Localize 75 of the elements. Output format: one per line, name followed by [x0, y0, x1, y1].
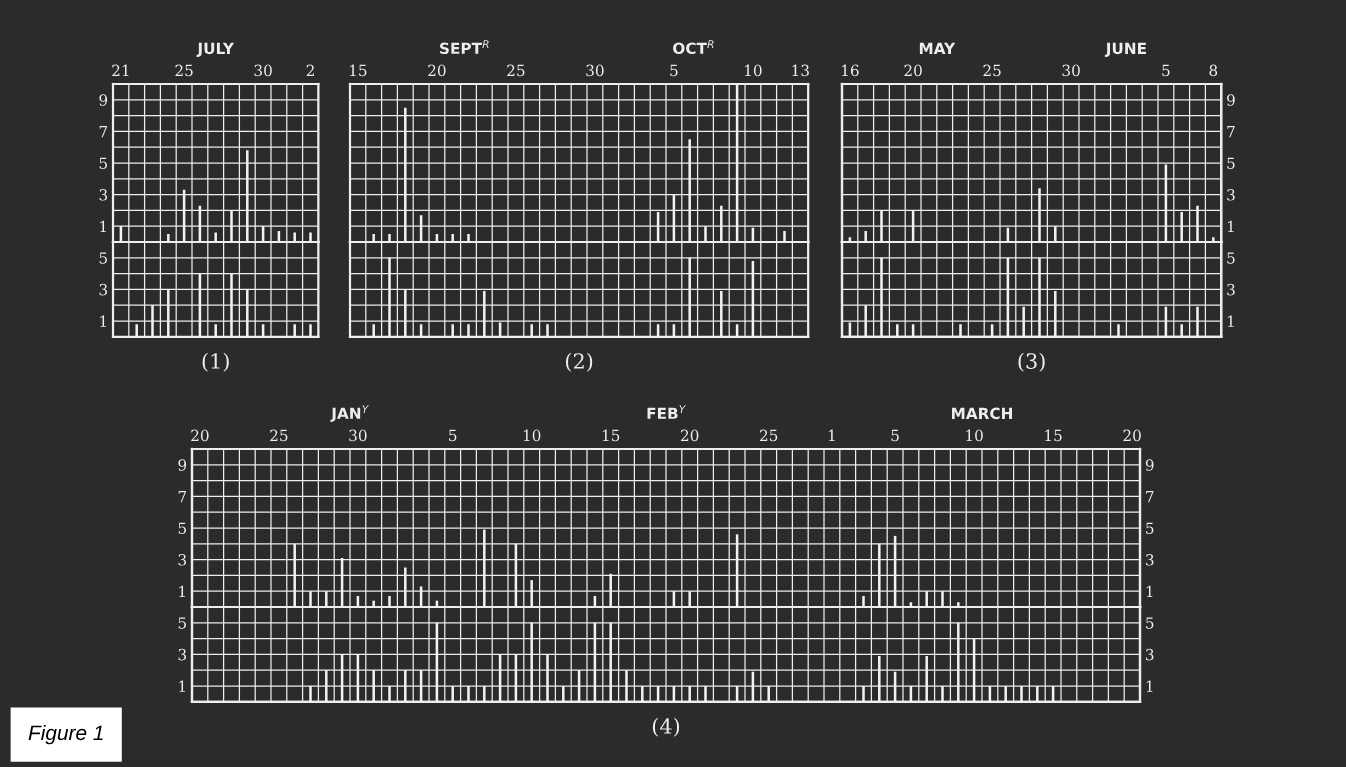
y-tick-label: 7 — [178, 491, 187, 503]
y-tick-label: 1 — [179, 680, 185, 692]
x-axis-title: (2) — [565, 352, 593, 372]
x-tick-label: 25 — [175, 64, 193, 77]
x-tick-label: 15 — [1045, 429, 1062, 442]
x-tick-label: 30 — [254, 64, 272, 77]
x-tick-label: 5 — [449, 429, 457, 442]
x-tick-label: 15 — [350, 64, 367, 77]
x-tick-label: 25 — [507, 64, 525, 77]
x-tick-label: 13 — [792, 64, 809, 77]
caption: Figure 1 — [28, 724, 103, 745]
y-tick-label: 3 — [99, 189, 107, 201]
y2-tick-label: 9 — [1227, 94, 1235, 106]
x-tick-label: 30 — [349, 429, 367, 442]
x-tick-label: 16 — [842, 64, 859, 77]
x-tick-label: 20 — [428, 64, 446, 77]
y2-tick-label: 5 — [1146, 522, 1154, 535]
text: JUNE — [1104, 42, 1146, 58]
y2-tick-label: 7 — [1227, 126, 1235, 138]
y-tick-label: 3 — [178, 648, 187, 661]
y2-tick-label: 7 — [1146, 491, 1154, 503]
x-axis-title: (3) — [1018, 352, 1045, 372]
x-tick-label: 10 — [966, 429, 983, 442]
x-tick-label: 1 — [828, 429, 835, 441]
x-tick-label: 30 — [1062, 64, 1080, 77]
text: FEB$^{Y}$ — [647, 405, 687, 419]
x-tick-label: 10 — [523, 429, 541, 442]
text: MARCH — [952, 407, 1012, 420]
y-tick-label: 5 — [99, 157, 107, 170]
x-tick-label: 20 — [191, 429, 209, 442]
y-tick-label: 7 — [99, 126, 108, 138]
x-tick-label: 10 — [745, 64, 762, 77]
text: MAY — [919, 42, 956, 54]
y2-tick-label: 1 — [1146, 585, 1153, 597]
x-tick-label: 20 — [904, 64, 922, 77]
x-tick-label: 25 — [760, 429, 778, 442]
y-tick-label: 1 — [100, 220, 106, 232]
y2-tick-label: 3 — [1146, 648, 1154, 661]
x-axis-title: (1) — [202, 352, 229, 372]
y-tick-label: 5 — [178, 522, 186, 535]
text: JAN$^{Y}$ — [330, 405, 369, 422]
x-tick-label: 8 — [1209, 64, 1218, 77]
y2-tick-label: 1 — [1146, 680, 1153, 692]
y-tick-label: 1 — [179, 585, 185, 597]
x-tick-label: 20 — [1123, 429, 1141, 442]
y-tick-label: 9 — [178, 459, 187, 471]
y-tick-label: 9 — [99, 94, 108, 106]
x-tick-label: 2 — [306, 64, 314, 76]
text: JULY — [196, 42, 235, 58]
text: OCT$^{R}$ — [673, 40, 714, 55]
y-tick-label: 5 — [178, 617, 186, 629]
text: SEPT$^{R}$ — [440, 40, 489, 55]
x-tick-label: 30 — [586, 64, 604, 77]
y2-tick-label: 3 — [1146, 554, 1154, 566]
y-tick-label: 3 — [99, 283, 107, 296]
y2-tick-label: 5 — [1146, 617, 1154, 629]
y-tick-label: 3 — [178, 554, 187, 566]
x-tick-label: 5 — [891, 429, 899, 442]
y2-tick-label: 1 — [1227, 220, 1234, 232]
y2-tick-label: 1 — [1227, 315, 1234, 327]
x-tick-label: 5 — [670, 64, 678, 77]
x-axis-title: (4) — [652, 717, 680, 737]
y-tick-label: 5 — [99, 252, 107, 264]
x-tick-label: 15 — [602, 429, 620, 442]
x-tick-label: 25 — [270, 429, 288, 442]
x-tick-label: 25 — [983, 64, 1001, 77]
y2-tick-label: 3 — [1227, 283, 1235, 296]
y-tick-label: 1 — [100, 315, 106, 327]
y2-tick-label: 5 — [1227, 252, 1235, 264]
y2-tick-label: 5 — [1227, 157, 1235, 170]
x-tick-label: 5 — [1162, 64, 1170, 77]
x-tick-label: 21 — [112, 64, 129, 76]
y2-tick-label: 3 — [1227, 189, 1235, 201]
x-tick-label: 20 — [681, 429, 699, 442]
y2-tick-label: 9 — [1145, 459, 1154, 471]
